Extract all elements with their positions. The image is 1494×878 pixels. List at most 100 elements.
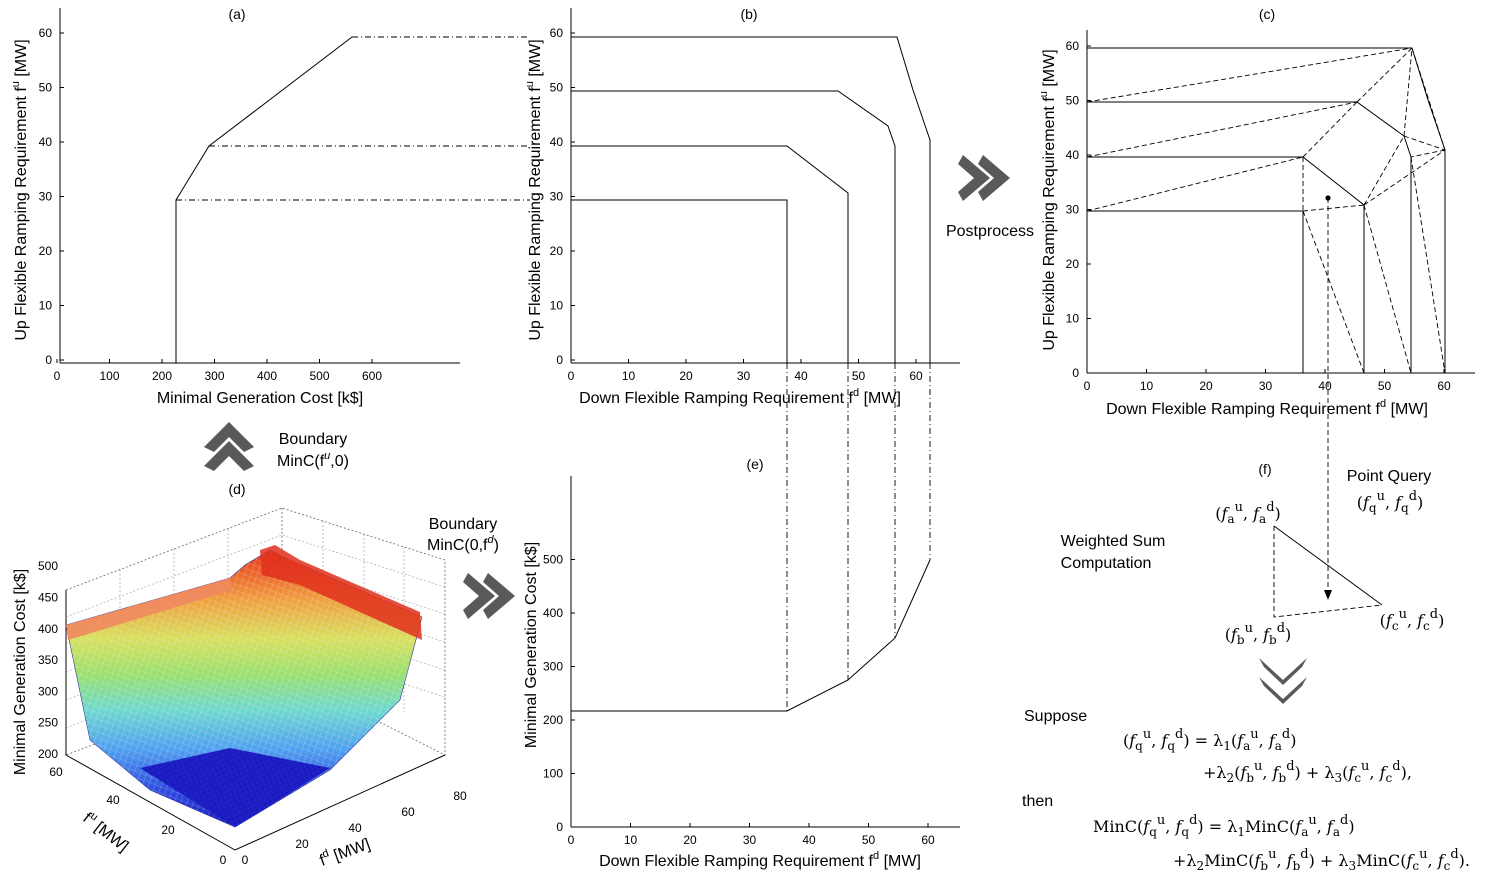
- panel-c-y-tick-label: 20: [1066, 257, 1080, 271]
- panel-d-z-tick-label: 400: [38, 622, 58, 636]
- panel-b-curve-40: [571, 145, 849, 363]
- panel-c-y-tick-label: 30: [1066, 203, 1080, 217]
- panel-f: (f) Point Query (fqu, fqd) Weighted Sum …: [1022, 461, 1470, 873]
- panel-a-y-tick-label: 20: [39, 244, 53, 258]
- panel-c-y-tick-label: 40: [1066, 148, 1080, 162]
- panel-e-x-ticks: 0 10 20 30 40 50 60: [568, 823, 935, 847]
- chevron-down-double-icon: [1259, 658, 1307, 704]
- chevron-right-double-icon-2: [463, 573, 515, 619]
- panel-c-y-ticks: 0 10 20 30 40 50 60: [1066, 39, 1091, 380]
- panel-d-y-ticks: 0 20 40 60: [49, 765, 226, 867]
- panel-f-label: (f): [1258, 461, 1271, 477]
- panel-d-x-tick-label: 20: [295, 837, 309, 851]
- panel-a-y-tick-label: 30: [39, 190, 53, 204]
- panel-a-y-tick-label: 50: [39, 81, 53, 95]
- panel-c-curve-50: [1087, 101, 1412, 373]
- panel-b-y-tick-label: 60: [550, 26, 564, 40]
- panel-b-x-label-sup: d: [853, 387, 859, 399]
- panel-c-y-label: Up Flexible Ramping Requirement fu [MW]: [1038, 49, 1058, 350]
- panel-c-x-label-sup: d: [1380, 398, 1386, 410]
- panel-b-y-tick-label: 40: [550, 135, 564, 149]
- point-query-coord: (fqu, fqd): [1357, 489, 1424, 515]
- panel-c-y-label-text: Up Flexible Ramping Requirement f: [1041, 97, 1058, 351]
- panel-b-x-label: Down Flexible Ramping Requirement fd [MW…: [579, 387, 901, 407]
- panel-c-x-ticks: 0 10 20 30 40 50 60: [1084, 369, 1451, 393]
- panel-b-y-tick-label: 30: [550, 190, 564, 204]
- panel-d-z-tick-label: 200: [38, 747, 58, 761]
- panel-d-x-tick-label: 80: [453, 789, 467, 803]
- weighted-sum-line2: Computation: [1061, 555, 1152, 572]
- panel-a-x-tick-label: 200: [152, 369, 172, 383]
- panel-c-y-tick-label: 50: [1066, 94, 1080, 108]
- panel-a-label: (a): [228, 6, 245, 22]
- panel-e-x-label-text: Down Flexible Ramping Requirement f: [599, 853, 873, 870]
- equation-suppose-line2: +λ2(fbu, fbd) + λ3(fcu, fcd),: [1203, 759, 1412, 785]
- panel-e-y-label: Minimal Generation Cost [k$]: [523, 542, 540, 748]
- panel-a-x-tick-label: 500: [309, 369, 329, 383]
- boundary-down-sup: d: [488, 534, 495, 546]
- panel-a-y-label: Up Flexible Ramping Requirement fu [MW]: [10, 39, 30, 340]
- panel-e-x-tick-label: 20: [683, 833, 697, 847]
- panel-e-x-tick-label: 40: [802, 833, 816, 847]
- boundary-down-line1: Boundary: [429, 516, 498, 533]
- weighted-sum-line1: Weighted Sum: [1061, 533, 1166, 550]
- vertex-c-coord: (fcu, fcd): [1380, 607, 1445, 633]
- equation-suppose-line1: (fqu, fqd) = λ1(fau, fad): [1123, 727, 1296, 753]
- query-arrow-head: [1324, 590, 1332, 600]
- panel-b-x-ticks: 0 10 20 30 40 50 60: [568, 359, 923, 383]
- panel-e-label: (e): [746, 456, 763, 472]
- panel-e: (e) 0 10 20 30 40 50 60 0 100 200 300 400 500 Down …: [523, 456, 960, 870]
- panel-d-y-tick-label: 60: [49, 765, 63, 779]
- panel-b-x-label-text: Down Flexible Ramping Requirement f: [579, 390, 853, 407]
- panel-d-surface-mesh: [66, 550, 422, 827]
- boundary-down-line2: MinC(0,fd): [427, 534, 499, 554]
- panel-a-x-label: Minimal Generation Cost [k$]: [157, 390, 363, 407]
- postprocess-label: Postprocess: [946, 223, 1034, 240]
- panel-d-y-label: fu [MW]: [80, 807, 134, 855]
- panel-c-x-label: Down Flexible Ramping Requirement fd [MW…: [1106, 398, 1428, 418]
- suppose-label: Suppose: [1024, 708, 1087, 725]
- panel-d-x-tick-label: 0: [242, 853, 249, 867]
- boundary-up-sup: u: [324, 450, 330, 462]
- panel-a-y-label-sup: u: [10, 81, 22, 87]
- panel-e-x-label: Down Flexible Ramping Requirement fd [MW…: [599, 850, 921, 870]
- panel-a-y-label-text: Up Flexible Ramping Requirement f: [13, 87, 30, 341]
- panel-d-z-tick-label: 450: [38, 591, 58, 605]
- panel-b-x-tick-label: 50: [852, 369, 866, 383]
- panel-b-y-tick-label: 20: [550, 244, 564, 258]
- boundary-up-line1: Boundary: [279, 431, 348, 448]
- panel-c-y-tick-label: 60: [1066, 39, 1080, 53]
- panel-d: (d) 200 250 300 350 400 450 500 0 20 40 60 0 20 40 6…: [12, 481, 467, 870]
- boundary-down-tail: ): [494, 537, 499, 554]
- panel-c-x-tick-label: 20: [1199, 379, 1213, 393]
- panel-c-triangulation: [1086, 47, 1446, 374]
- panel-a-x-tick-label: 100: [99, 369, 119, 383]
- panel-b-y-label-text: Up Flexible Ramping Requirement f: [527, 87, 544, 341]
- panel-e-y-tick-label: 500: [543, 553, 563, 567]
- panel-b-curve-50: [571, 90, 896, 363]
- panel-e-x-tick-label: 10: [624, 833, 638, 847]
- panel-d-x-label-unit: [MW]: [327, 836, 372, 866]
- panel-c-y-tick-label: 10: [1066, 312, 1080, 326]
- boundary-up-text: MinC(f: [277, 453, 325, 470]
- panel-b-x-tick-label: 40: [794, 369, 808, 383]
- panel-e-y-tick-label: 200: [543, 713, 563, 727]
- panel-d-z-ticks: 200 250 300 350 400 450 500: [38, 559, 58, 761]
- panel-c-curve-40: [1087, 156, 1365, 373]
- panel-e-x-label-sup: d: [873, 850, 879, 862]
- panel-a-y-ticks: 0 10 20 30 40 50 60: [39, 26, 64, 367]
- panel-c-label: (c): [1259, 6, 1275, 22]
- panel-a-x-tick-label: 600: [362, 369, 382, 383]
- panel-d-z-label: Minimal Generation Cost [k$]: [12, 569, 29, 775]
- panel-c-x-tick-label: 10: [1140, 379, 1154, 393]
- panel-b-x-label-unit: [MW]: [859, 390, 901, 407]
- boundary-up-tail: ,0): [330, 453, 349, 470]
- panel-a-link-lines: [176, 36, 530, 201]
- boundary-down-text: MinC(0,f: [427, 537, 488, 554]
- panel-b-y-ticks: 0 10 20 30 40 50 60: [550, 26, 575, 367]
- panel-b-label: (b): [740, 6, 757, 22]
- panel-b-y-label-sup: u: [524, 81, 536, 87]
- panel-d-z-tick-label: 300: [38, 684, 58, 698]
- panel-a-y-tick-label: 60: [39, 26, 53, 40]
